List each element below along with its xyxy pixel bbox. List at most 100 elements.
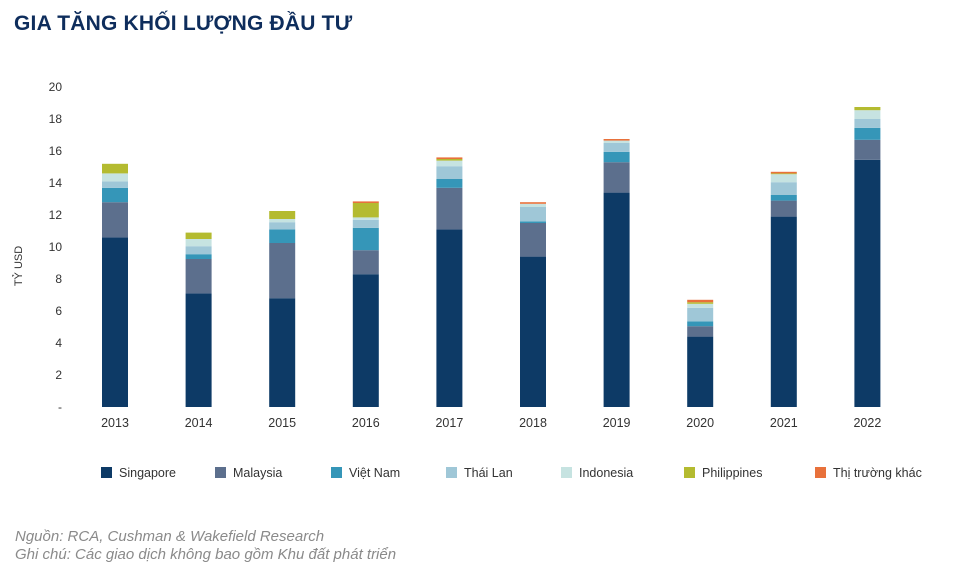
legend-label: Malaysia [233,466,282,480]
bar-segment-singapore-2015 [269,298,296,407]
bar-segment-malaysia-2016 [352,250,379,275]
bar-segment-thái-lan-2022 [854,119,881,128]
bar-segment-indonesia-2016 [352,217,379,220]
bar-segment-indonesia-2020 [687,303,714,308]
legend-label: Việt Nam [349,466,400,480]
bar-segment-thái-lan-2015 [269,222,296,230]
bar-segment-việt-nam-2014 [185,254,212,259]
bar-segment-việt-nam-2022 [854,127,881,140]
bar-segment-thị-trường-khác-2018 [520,202,546,204]
stacked-bar-chart: - 2 4 6 8 10 12 14 16 18 20 TỶ USD 2013 2014 2015 2016 2… [12,80,922,480]
x-tick-label: 2015 [268,416,296,430]
bar-segment-singapore-2021 [770,216,797,407]
y-tick-label: 12 [49,208,63,222]
bar-segment-philippines-2020 [687,302,714,304]
bar-segment-philippines-2021 [770,173,797,175]
bar-segment-indonesia-2019 [603,140,630,143]
bar-segment-việt-nam-2018 [520,221,546,223]
bar-segment-indonesia-2015 [269,219,296,223]
bar-segment-indonesia-2022 [854,110,881,119]
bar-segment-thị-trường-khác-2021 [770,171,797,174]
x-tick-label: 2017 [435,416,463,430]
bar-segment-thái-lan-2013 [102,181,128,188]
bar-segment-thái-lan-2021 [770,182,797,195]
bar-segment-việt-nam-2015 [269,229,296,243]
bar-segment-singapore-2022 [854,159,881,407]
bar-segment-malaysia-2013 [102,202,128,238]
bar-segment-việt-nam-2017 [436,179,463,188]
bar-segment-thị-trường-khác-2019 [603,139,630,141]
bar-segment-philippines-2015 [269,211,296,219]
bar-segment-indonesia-2013 [102,173,128,182]
bar-segment-malaysia-2022 [854,139,881,160]
bar-segment-singapore-2019 [603,192,630,407]
x-tick-label: 2014 [185,416,213,430]
bar-segment-singapore-2020 [687,336,714,407]
bar-segment-singapore-2014 [185,293,212,407]
bar-segment-thái-lan-2020 [687,307,714,322]
bar-segment-malaysia-2017 [436,187,463,230]
bar-segment-indonesia-2014 [185,239,212,247]
y-tick-label: 2 [55,368,62,382]
note-text: Ghi chú: Các giao dịch không bao gồm Khu… [15,546,397,563]
bar-segment-việt-nam-2021 [770,195,797,201]
legend-label: Thị trường khác [833,466,922,480]
y-tick-label: 6 [55,304,62,318]
y-tick-label: 18 [49,112,63,126]
bar-segment-thái-lan-2014 [185,246,212,255]
y-tick-label: 16 [49,144,63,158]
bar-segment-việt-nam-2019 [603,151,630,163]
bar-segment-singapore-2013 [102,237,128,407]
legend-swatch [684,467,695,478]
legend-swatch [215,467,226,478]
legend-swatch [446,467,457,478]
x-tick-label: 2013 [101,416,129,430]
bar-segment-indonesia-2021 [770,174,797,183]
bar-segment-malaysia-2021 [770,200,797,217]
bar-segment-singapore-2017 [436,229,463,407]
x-tick-label: 2020 [686,416,714,430]
bar-segment-indonesia-2017 [436,160,463,167]
legend-swatch [815,467,826,478]
bar-segment-malaysia-2015 [269,243,296,299]
y-axis-label: TỶ USD [12,246,25,286]
x-tick-label: 2019 [603,416,631,430]
bar-segment-philippines-2014 [185,232,212,239]
y-tick-label: 20 [49,80,63,94]
legend-swatch [101,467,112,478]
bar-segment-thái-lan-2017 [436,166,463,179]
source-note: Nguồn: RCA, Cushman & Wakefield Research [15,528,325,545]
bar-segment-philippines-2017 [436,159,463,161]
legend-label: Singapore [119,466,176,480]
bar-segment-philippines-2022 [854,107,881,111]
legend-label: Indonesia [579,466,633,480]
bar-segment-singapore-2018 [520,256,546,407]
bar-segment-thái-lan-2016 [352,219,379,228]
legend-label: Thái Lan [464,466,513,480]
bar-segment-indonesia-2018 [520,203,546,207]
bar-segment-singapore-2016 [352,274,379,407]
x-tick-label: 2022 [853,416,881,430]
x-tick-label: 2018 [519,416,547,430]
bar-segment-thái-lan-2018 [520,207,546,222]
x-tick-label: 2016 [352,416,380,430]
bar-segment-malaysia-2019 [603,162,630,193]
bar-segment-thị-trường-khác-2017 [436,157,463,159]
bar-segment-philippines-2016 [352,203,379,218]
legend-label: Philippines [702,466,762,480]
legend-swatch [561,467,572,478]
y-tick-label: 8 [55,272,62,286]
y-tick-label: - [58,400,62,414]
bar-segment-thị-trường-khác-2020 [687,299,714,303]
y-tick-label: 14 [49,176,63,190]
bar-segment-malaysia-2018 [520,223,546,257]
chart-title: GIA TĂNG KHỐI LƯỢNG ĐẦU TƯ [14,12,353,35]
bar-segment-việt-nam-2013 [102,187,128,203]
y-tick-label: 10 [49,240,63,254]
legend-swatch [331,467,342,478]
bar-segment-việt-nam-2016 [352,227,379,251]
bar-segment-thái-lan-2019 [603,143,630,152]
bar-segment-malaysia-2014 [185,259,212,294]
bar-segment-malaysia-2020 [687,326,714,337]
bar-segment-philippines-2013 [102,163,128,174]
